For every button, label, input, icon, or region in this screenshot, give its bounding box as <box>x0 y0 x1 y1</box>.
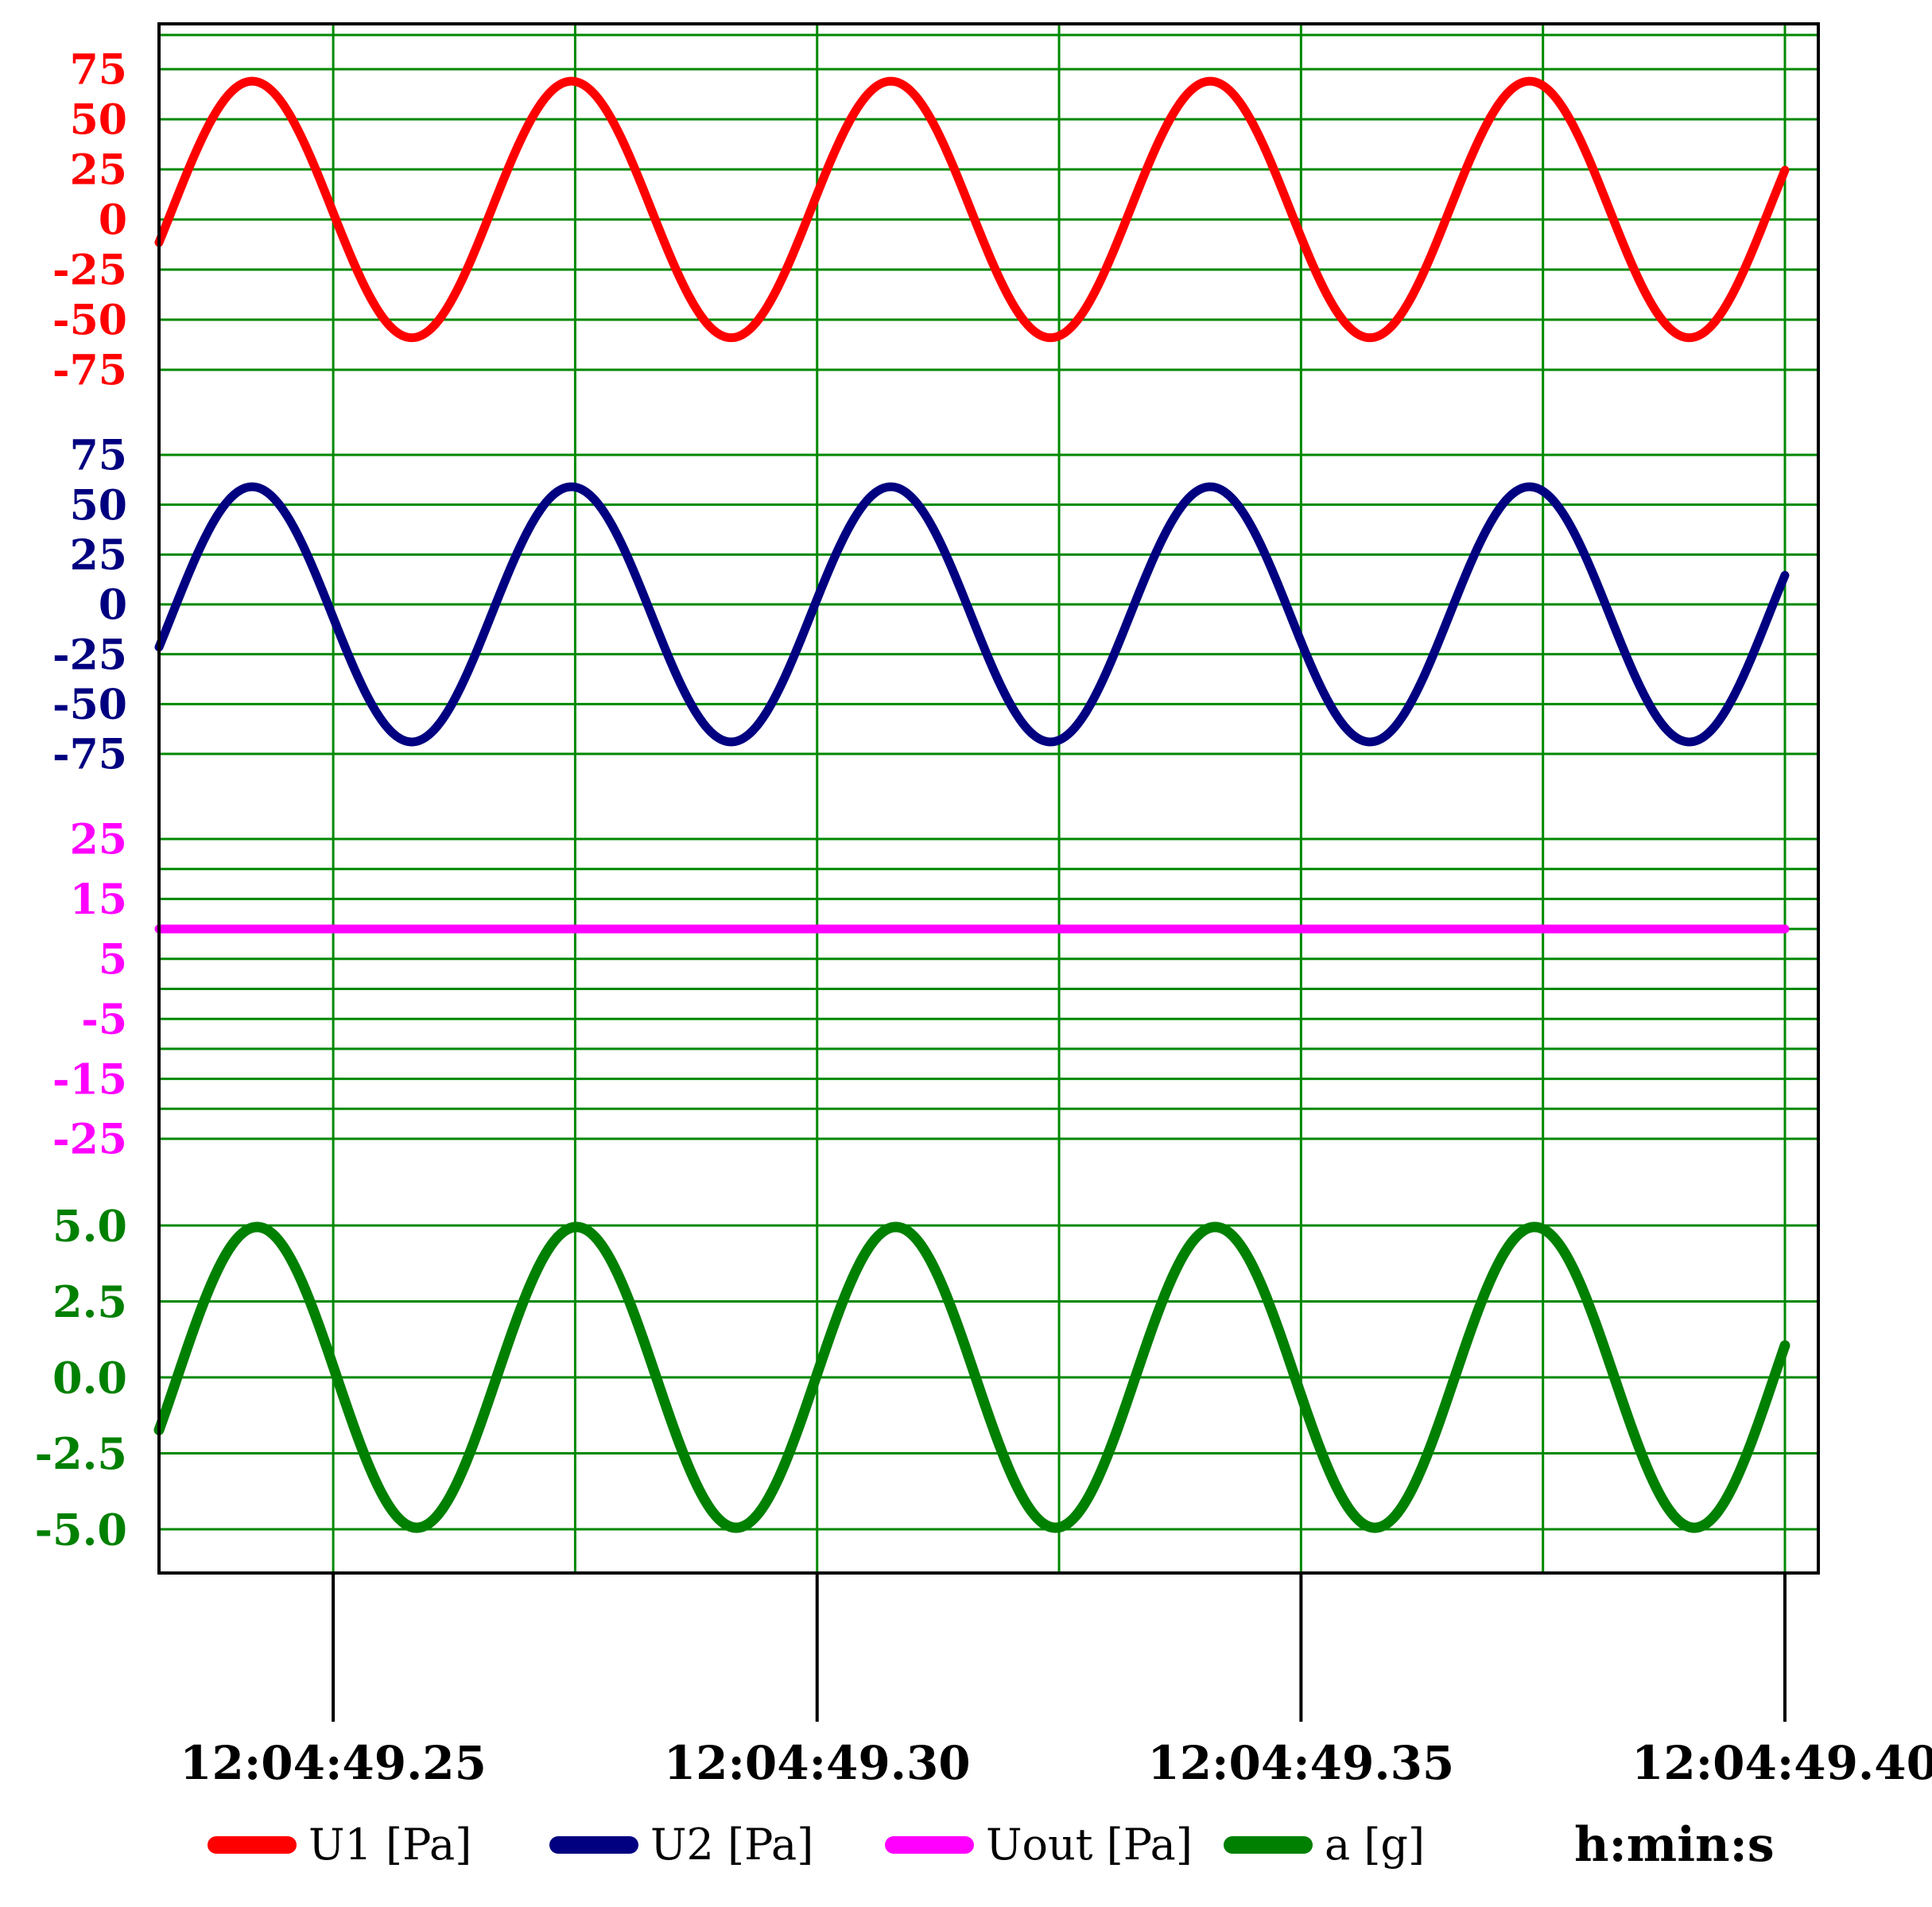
y-tick-label: -50 <box>52 681 127 729</box>
y-tick-label: -2.5 <box>35 1428 127 1479</box>
y-tick-label: -5 <box>81 996 127 1044</box>
y-tick-label: 50 <box>70 96 127 145</box>
x-tick-label: 12:04:49.35 <box>1147 1736 1454 1790</box>
x-tick-label: 12:04:49.25 <box>180 1736 487 1790</box>
y-tick-label: 25 <box>70 816 127 864</box>
y-tick-label: 2.5 <box>52 1276 127 1327</box>
x-tick-label: 12:04:49.40 <box>1631 1736 1932 1790</box>
x-tick-label: 12:04:49.30 <box>664 1736 971 1790</box>
legend-label: U2 [Pa] <box>650 1820 813 1870</box>
series-line-3 <box>153 1221 1790 1533</box>
legend-label: Uout [Pa] <box>986 1820 1193 1870</box>
y-tick-label: -5.0 <box>35 1504 127 1555</box>
y-tick-label: 50 <box>70 481 127 530</box>
y-tick-label: -50 <box>52 297 127 345</box>
grid-layer <box>159 24 1818 1573</box>
y-tick-label: -25 <box>52 247 127 295</box>
y-tick-label: 5 <box>99 936 127 985</box>
legend-label: U1 [Pa] <box>308 1820 471 1870</box>
legend-label: a [g] <box>1325 1820 1425 1870</box>
y-tick-label: -75 <box>52 347 127 395</box>
y-tick-label: 0 <box>99 196 127 245</box>
plot-frame <box>157 22 1820 1575</box>
y-tick-label: 25 <box>70 531 127 580</box>
y-tick-label: -75 <box>52 731 127 779</box>
series-line-0 <box>154 76 1790 343</box>
y-tick-label: 25 <box>70 146 127 195</box>
series-layer <box>153 76 1790 1533</box>
y-tick-label: 5.0 <box>52 1200 127 1251</box>
y-tick-label: 0.0 <box>52 1352 127 1403</box>
y-tick-label: -25 <box>52 631 127 679</box>
x-axis-label: h:min:s <box>1574 1817 1775 1873</box>
y-tick-label: -25 <box>52 1116 127 1164</box>
y-tick-label: 75 <box>70 46 127 95</box>
y-tick-label: -15 <box>52 1055 127 1104</box>
axis-layer: 7550250-25-50-757550250-25-50-7525155-5-… <box>35 46 1932 1790</box>
y-tick-label: 75 <box>70 432 127 480</box>
y-tick-label: 15 <box>70 876 127 924</box>
series-line-1 <box>154 482 1790 747</box>
legend-layer: U1 [Pa] U2 [Pa] Uout [Pa] a [g] h:min:s <box>208 1817 1775 1873</box>
y-tick-label: 0 <box>99 581 127 630</box>
